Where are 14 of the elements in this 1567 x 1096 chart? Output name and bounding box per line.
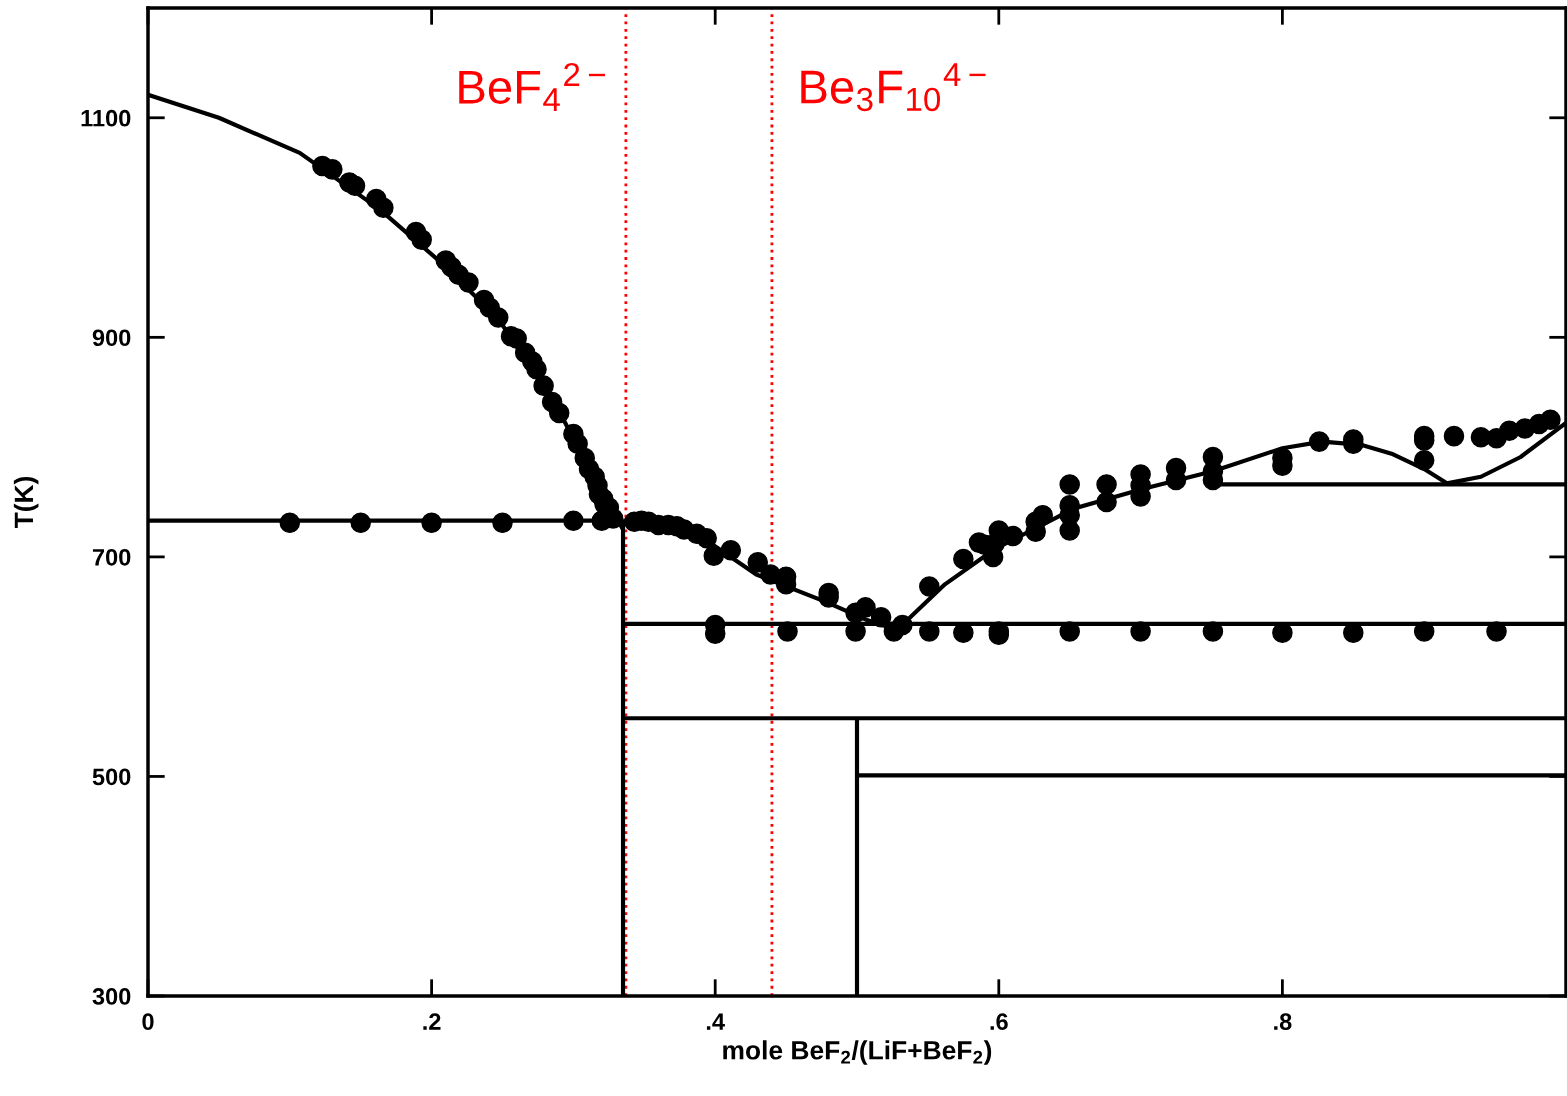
y-tick-label: 700 [92, 548, 131, 566]
x-tick-label: .6 [990, 1013, 1008, 1031]
y-tick-label: 1100 [81, 109, 131, 127]
x-tick-label: .8 [1274, 1013, 1292, 1031]
y-tick-label: 300 [92, 988, 131, 1005]
x-tick-label: .2 [423, 1013, 441, 1030]
x-tick-label: .4 [706, 1013, 725, 1030]
x-tick-label: 0 [142, 1013, 154, 1031]
y-tick-label: 900 [92, 329, 131, 347]
ref-line-label: Be$_{3}$F$_{10}$$^{4−}$ [801, 63, 986, 112]
y-tick-label: 500 [92, 768, 131, 786]
x-axis-title: mole BeF$_{2}$/(LiF+BeF$_{2}$) [723, 1040, 992, 1065]
y-axis-title: T(K) [13, 476, 39, 529]
ref-line-label: BeF$_{4}$$^{2−}$ [459, 62, 606, 111]
